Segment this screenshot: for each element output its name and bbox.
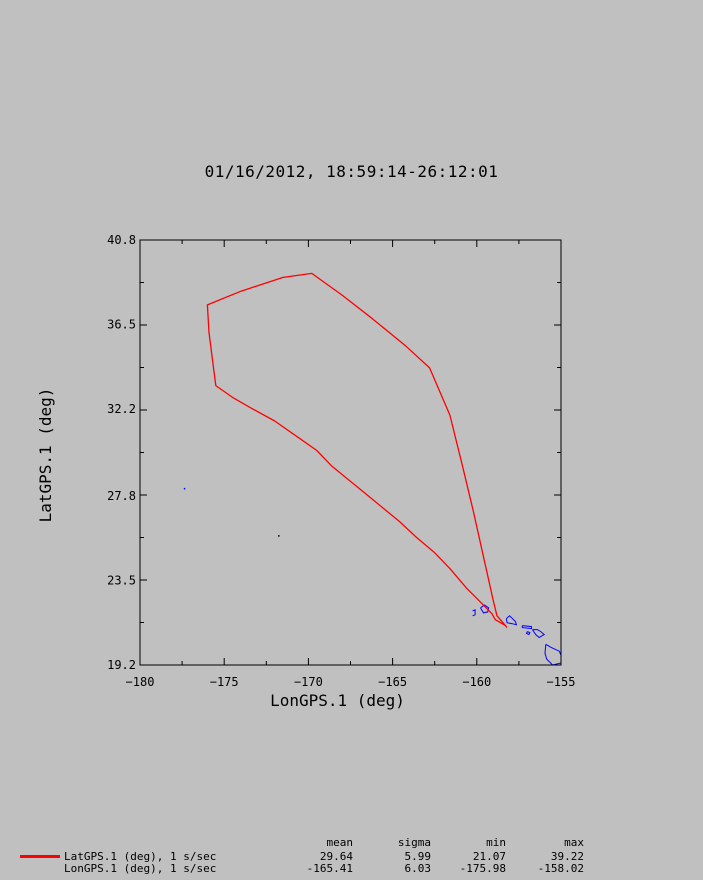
plot-frame: [139, 239, 562, 666]
legend-lon-mean: -165.41: [306, 862, 353, 875]
y-axis-label: LatGPS.1 (deg): [36, 388, 55, 523]
legend-lat-min: 21.07: [472, 850, 506, 863]
y-tick-label: 23.5: [107, 573, 136, 587]
coastline-oahu: [505, 615, 518, 626]
x-axis-label: LonGPS.1 (deg): [270, 691, 405, 710]
y-tick-label: 19.2: [107, 658, 136, 672]
legend-lon-sigma: 6.03: [404, 862, 432, 875]
legend-table: mean sigma min max LatGPS.1 (deg), 1 s/s…: [0, 834, 703, 880]
x-tick-label: −155: [547, 675, 576, 689]
coastline-molokai: [521, 625, 532, 630]
y-tick-label: 32.2: [107, 402, 136, 416]
chart-title: 01/16/2012, 18:59:14-26:12:01: [204, 162, 499, 181]
x-tick-label: −160: [462, 675, 491, 689]
island-speck: [278, 535, 280, 537]
legend-label-lat: LatGPS.1 (deg), 1 s/sec: [64, 850, 217, 863]
tick-group: [139, 239, 562, 666]
legend-header-mean: mean: [326, 836, 354, 849]
legend-swatch-lat: [20, 855, 60, 858]
x-tick-label: −175: [210, 675, 239, 689]
coastline-lanai: [525, 631, 531, 636]
series-group: [206, 272, 508, 629]
legend-header-max: max: [564, 836, 584, 849]
legend-header-min: min: [486, 836, 506, 849]
coastline-hawaii: [544, 643, 562, 666]
axis-label-group: −180 −175 −170 −165 −160 −155 19.2 23.5 27.8 32.2…: [36, 233, 575, 710]
legend-label-lon: LonGPS.1 (deg), 1 s/sec: [64, 862, 217, 875]
series-line-lat: [206, 272, 508, 629]
coastline-niihau: [472, 609, 476, 617]
y-tick-label: 27.8: [107, 489, 136, 503]
island-speck: [183, 487, 186, 490]
track-chart: −180 −175 −170 −165 −160 −155 19.2 23.5 27.8 32.2…: [36, 233, 575, 710]
coastline-maui: [531, 629, 546, 639]
x-tick-label: −165: [378, 675, 407, 689]
x-tick-label: −180: [126, 675, 155, 689]
legend-lat-max: 39.22: [550, 850, 584, 863]
x-tick-label: −170: [294, 675, 323, 689]
legend-lat-sigma: 5.99: [404, 850, 432, 863]
legend-lat-mean: 29.64: [319, 850, 353, 863]
legend-lon-min: -175.98: [459, 862, 506, 875]
y-tick-label: 40.8: [107, 233, 136, 247]
y-tick-label: 36.5: [107, 318, 136, 332]
legend-header-sigma: sigma: [397, 836, 431, 849]
legend-lon-max: -158.02: [537, 862, 584, 875]
coastline-group: [183, 487, 562, 666]
